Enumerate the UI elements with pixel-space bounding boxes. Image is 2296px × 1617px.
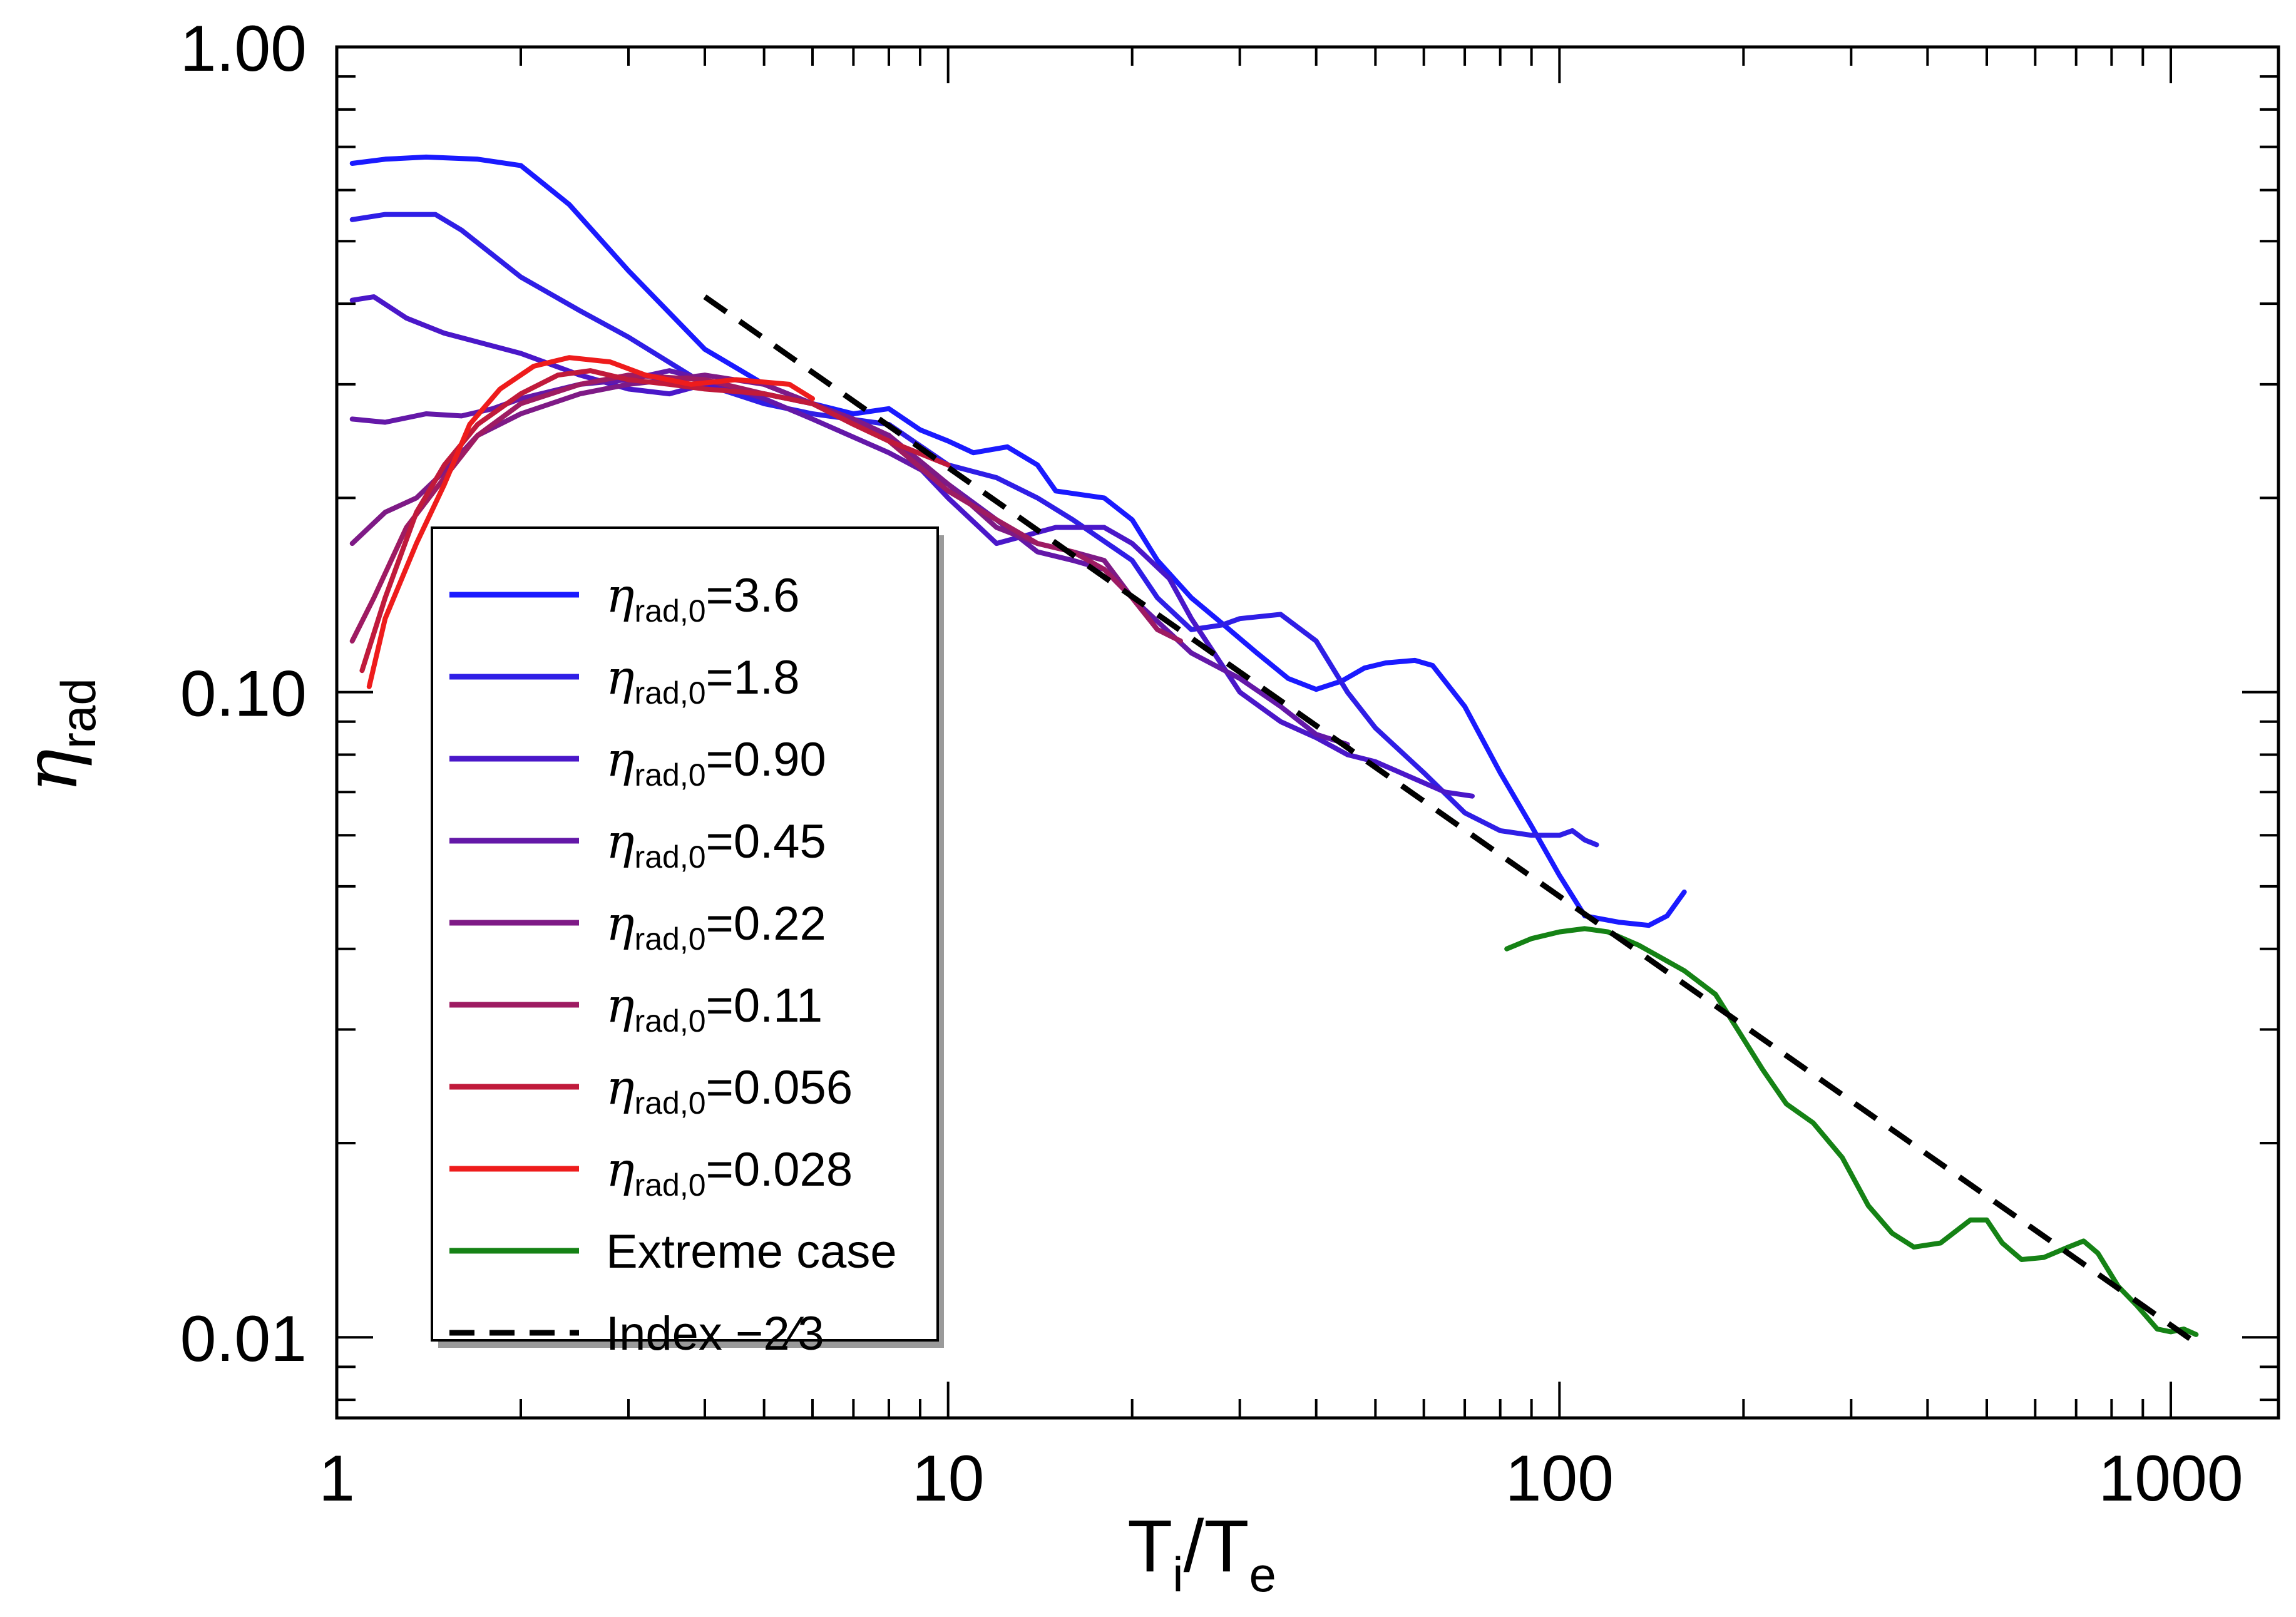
y-tick-label: 0.01 — [180, 1303, 307, 1375]
x-axis-label-main: T — [1127, 1505, 1172, 1588]
x-tick-label: 1 — [319, 1442, 355, 1515]
y-axis-label-main: η — [8, 749, 94, 793]
legend-items: ηrad,0=3.6 ηrad,0=1.8 ηrad,0=0.90 ηrad,0=0.… — [449, 567, 897, 1360]
y-axis-label: ηrad — [8, 678, 106, 793]
series-line-3 — [349, 294, 1475, 799]
y-tick-label: 0.10 — [180, 658, 307, 731]
legend-label-1: ηrad,0=3.6 — [606, 567, 800, 629]
legend-label-10: Index −2⁄3 — [606, 1307, 824, 1360]
legend-box — [431, 526, 939, 1342]
x-axis-label-sub2: e — [1249, 1547, 1276, 1602]
legend-label-6: ηrad,0=0.11 — [606, 977, 823, 1039]
legend-label-8: ηrad,0=0.028 — [606, 1141, 853, 1203]
legend: ηrad,0=3.6 ηrad,0=1.8 ηrad,0=0.90 ηrad,0=0.… — [431, 526, 944, 1360]
legend-label-9: Extreme case — [606, 1225, 897, 1278]
series-line-4 — [349, 368, 1350, 747]
legend-label-2: ηrad,0=1.8 — [606, 649, 800, 711]
legend-label-4: ηrad,0=0.45 — [606, 813, 826, 875]
tick-labels: 1 10 100 1000 0.01 0.10 1.00 — [180, 13, 2243, 1515]
plot-frame — [335, 45, 2280, 1420]
series-line-10 — [703, 294, 2198, 1345]
series-line-2 — [349, 212, 1599, 848]
x-axis-label: Ti/Te — [1127, 1505, 1276, 1602]
series-layer — [349, 154, 2199, 1345]
legend-label-5: ηrad,0=0.22 — [606, 895, 826, 957]
x-tick-label: 100 — [1505, 1442, 1614, 1515]
x-axis-label-mid: /T — [1184, 1505, 1249, 1588]
series-line-7 — [359, 368, 951, 674]
y-tick-label: 1.00 — [180, 13, 307, 85]
legend-label-3: ηrad,0=0.90 — [606, 731, 826, 793]
legend-label-7: ηrad,0=0.056 — [606, 1059, 853, 1121]
y-axis-label-sub: rad — [51, 678, 106, 749]
x-tick-label: 10 — [912, 1442, 985, 1515]
x-axis-label-sub1: i — [1172, 1547, 1183, 1602]
series-line-1 — [349, 154, 1687, 928]
series-line-8 — [366, 355, 815, 689]
x-tick-label: 1000 — [2098, 1442, 2243, 1515]
axis-ticks — [336, 46, 2278, 1418]
